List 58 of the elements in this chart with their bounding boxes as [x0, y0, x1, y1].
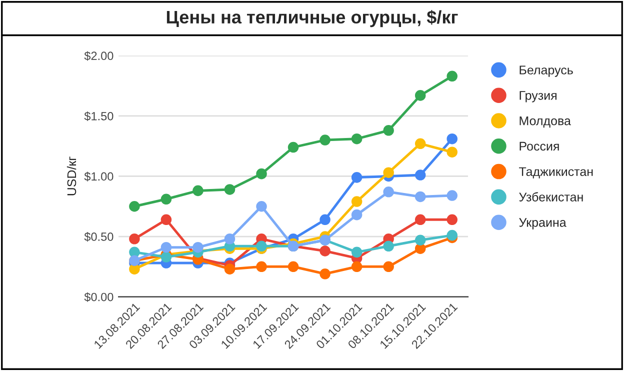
point — [414, 90, 426, 101]
point — [256, 200, 267, 212]
point — [160, 252, 172, 262]
legend-label: Молдова — [520, 116, 571, 128]
legend-label: Таджикистан — [519, 167, 593, 178]
y-tick-label: $1.50 — [84, 111, 114, 122]
point — [192, 185, 204, 196]
point — [288, 142, 299, 153]
point — [224, 264, 236, 274]
legend-label: Украина — [519, 218, 566, 230]
point — [320, 214, 330, 226]
legend-label: Россия — [520, 142, 559, 151]
point — [288, 261, 299, 272]
legend-label: Грузия — [520, 91, 556, 102]
point — [256, 168, 267, 180]
point — [383, 261, 394, 272]
point — [351, 133, 362, 144]
point — [446, 146, 458, 158]
point — [320, 268, 330, 280]
point — [414, 234, 426, 246]
point — [129, 234, 140, 244]
point — [224, 184, 236, 195]
point — [383, 240, 394, 252]
point — [446, 133, 458, 144]
y-axis-title: USD/кг — [66, 156, 76, 196]
point — [351, 172, 362, 183]
y-tick-label: $1.00 — [84, 172, 114, 182]
point — [383, 167, 394, 178]
chart-title: Цены на тепличные огурцы, $/кг — [166, 10, 458, 28]
point — [351, 261, 362, 272]
point — [414, 170, 426, 180]
point — [414, 214, 426, 226]
point — [320, 134, 330, 146]
point — [351, 196, 362, 207]
y-tick-label: $2.00 — [84, 51, 114, 61]
point — [351, 209, 362, 220]
point — [160, 194, 172, 205]
point — [383, 186, 394, 198]
point — [256, 240, 267, 252]
point — [446, 190, 458, 201]
legend-label: Узбекистан — [519, 192, 583, 202]
point — [160, 214, 172, 226]
point — [160, 242, 172, 253]
point — [446, 214, 458, 226]
point — [446, 230, 458, 241]
point — [192, 242, 204, 253]
point — [224, 234, 236, 244]
point — [320, 246, 330, 256]
point — [383, 125, 394, 136]
point — [414, 138, 426, 150]
y-tick-label: $0.00 — [84, 292, 114, 302]
point — [446, 70, 458, 82]
point — [414, 191, 426, 202]
point — [256, 261, 267, 272]
point — [351, 246, 362, 258]
y-tick-label: $0.50 — [84, 232, 114, 242]
legend-label: Беларусь — [520, 66, 573, 77]
point — [129, 200, 140, 212]
